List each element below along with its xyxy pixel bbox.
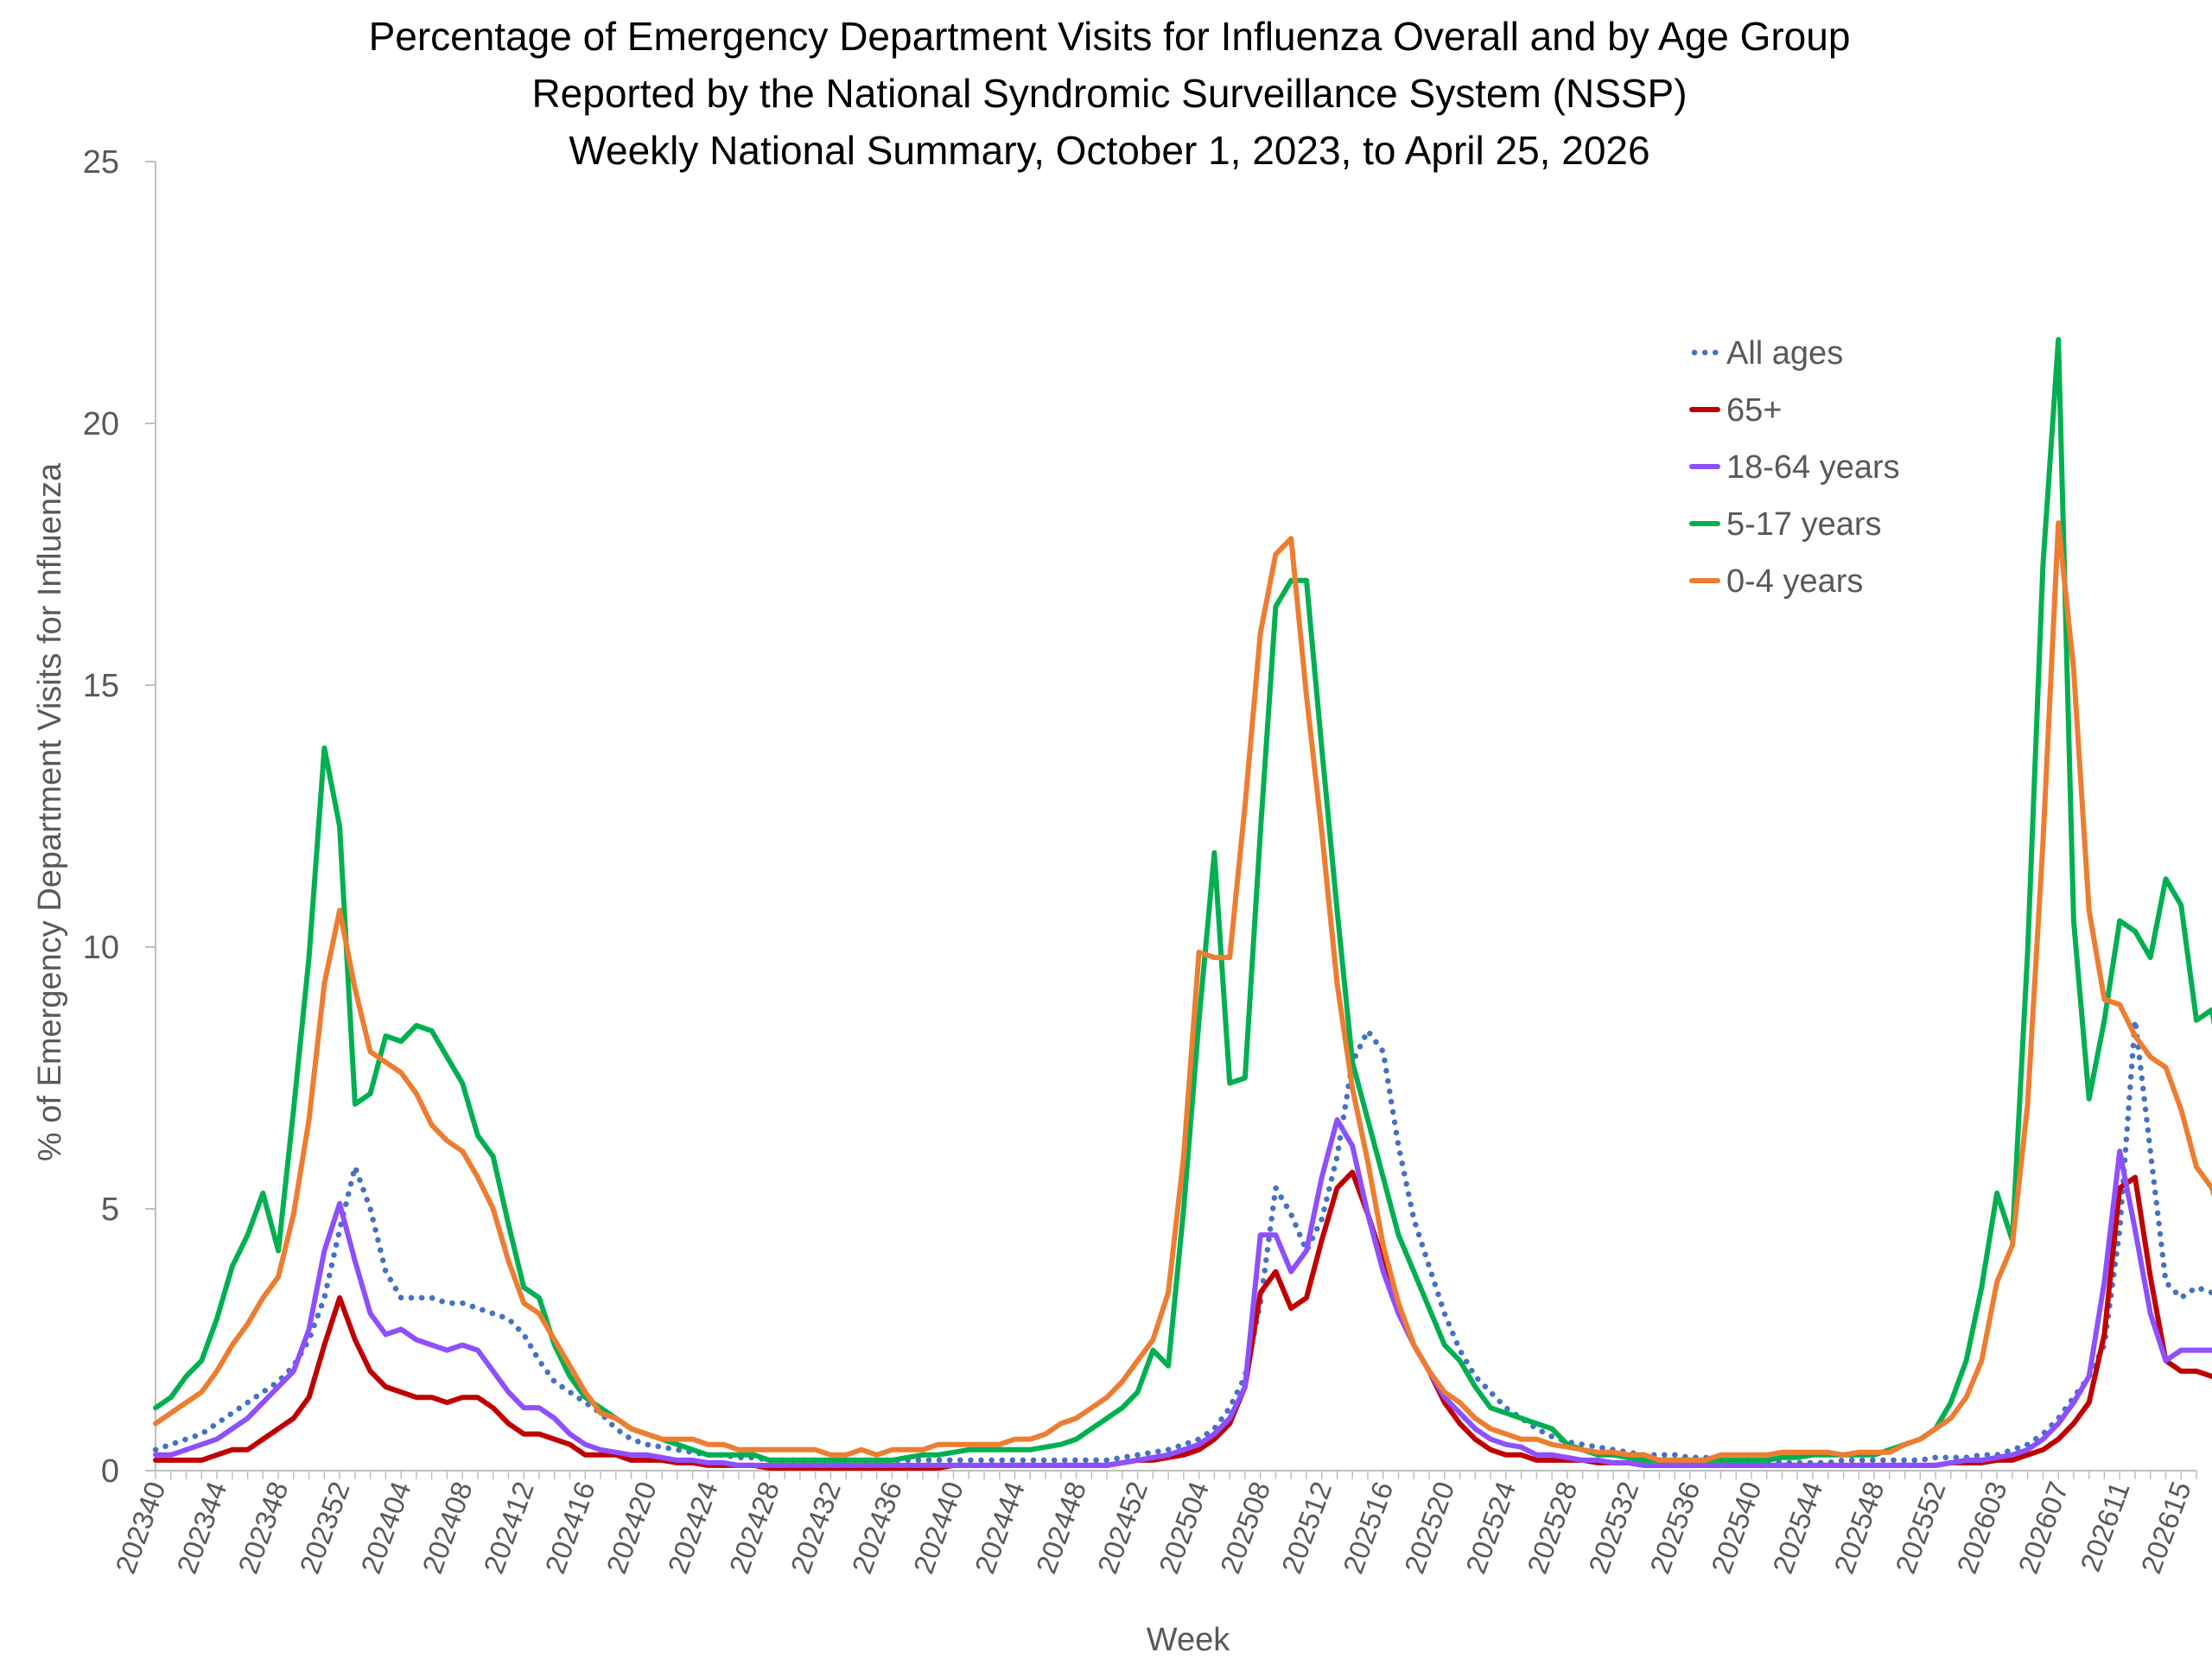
x-tick-label: 202516 [1337,1478,1399,1578]
legend-label: 65+ [1726,392,1782,429]
title-line-1: Percentage of Emergency Department Visit… [369,14,1851,59]
plot-area [152,337,2212,1471]
x-tick-label: 202508 [1214,1478,1276,1578]
x-axis-title: Week [1147,1622,1230,1658]
chart-title: Percentage of Emergency Department Visit… [369,14,1851,173]
legend-label: 5-17 years [1726,506,1882,543]
legend-label: 18-64 years [1726,449,1900,486]
x-tick-label: 202436 [846,1478,908,1578]
x-tick-label: 202444 [969,1478,1031,1578]
x-tick-label: 202348 [232,1478,294,1578]
x-tick-label: 202615 [2134,1478,2196,1578]
title-line-3: Weekly National Summary, October 1, 2023… [569,128,1649,173]
x-tick-label: 202340 [109,1478,171,1578]
legend: All ages 65+ 18-64 years 5-17 years 0-4 year… [1689,335,1900,600]
x-tick-label: 202428 [723,1478,785,1578]
legend-label: 0-4 years [1726,563,1863,600]
x-tick-label: 202524 [1459,1478,1522,1578]
x-tick-label: 202548 [1827,1478,1890,1578]
x-tick-label: 202520 [1398,1478,1460,1578]
x-tick-label: 202532 [1582,1478,1644,1578]
x-tick-label: 202448 [1030,1478,1092,1578]
series-line-5-17-years [153,337,2212,1463]
axes: 0 5 10 15 20 25 202340202344202348202352202404… [83,144,2197,1578]
y-tick-label: 25 [83,144,119,181]
x-tick-label: 202420 [600,1478,662,1578]
x-tick-label: 202504 [1153,1478,1215,1578]
x-tick-label: 202544 [1766,1478,1828,1578]
x-tick-label: 202607 [2012,1478,2074,1578]
y-tick-label: 20 [83,406,119,442]
x-tick-label: 202440 [907,1478,969,1578]
x-tick-label: 202344 [170,1478,232,1578]
x-tick-label: 202540 [1705,1478,1767,1578]
x-tick-label: 202512 [1275,1478,1338,1578]
x-tick-label: 202408 [416,1478,478,1578]
x-tick-label: 202404 [354,1478,416,1578]
series-line-18-64-years [153,1117,2212,1468]
x-tick-label: 202352 [293,1478,355,1578]
y-tick-label: 10 [83,930,119,966]
x-tick-label: 202603 [1950,1478,2012,1578]
title-line-2: Reported by the National Syndromic Surve… [531,71,1687,116]
x-tick-label: 202412 [477,1478,539,1578]
x-tick-label: 202611 [2074,1478,2136,1576]
x-tick-label: 202452 [1091,1478,1154,1578]
series-line-all-ages [152,1017,2212,1466]
legend-label: All ages [1726,335,1843,372]
x-tick-label: 202528 [1521,1478,1583,1578]
x-tick-label: 202432 [785,1478,847,1578]
series-line-0-4-years [153,520,2212,1463]
series-line-65- [153,1169,2212,1471]
y-tick-label: 5 [101,1192,119,1228]
x-tick-label: 202552 [1889,1478,1951,1578]
x-tick-label: 202424 [661,1478,723,1578]
y-tick-label: 0 [101,1453,119,1490]
y-tick-label: 15 [83,668,119,704]
x-tick-label: 202416 [538,1478,601,1578]
y-axis-title: % of Emergency Department Visits for Inf… [32,462,68,1161]
x-tick-label: 202536 [1643,1478,1706,1578]
